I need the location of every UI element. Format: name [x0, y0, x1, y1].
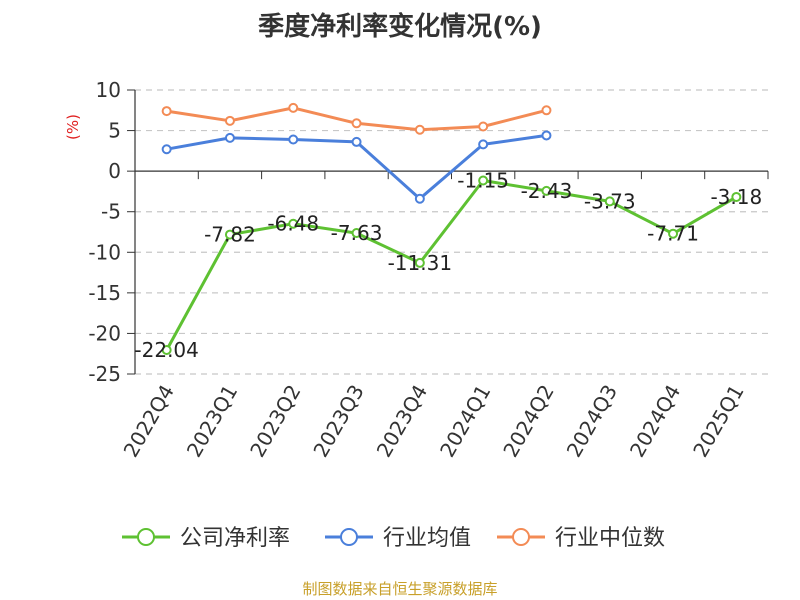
data-point: [224, 115, 235, 126]
source-footer: 制图数据来自恒生聚源数据库: [302, 580, 498, 598]
data-point: [478, 121, 489, 132]
legend-marker: [137, 528, 155, 546]
data-point: [224, 229, 235, 240]
legend: 公司净利率 行业均值 行业中位数: [122, 526, 665, 551]
series-layer: [161, 102, 742, 355]
data-point: [288, 102, 299, 113]
y-tick-label: -5: [101, 200, 121, 224]
data-point: [731, 191, 742, 202]
chart-title: 季度净利率变化情况(%): [258, 12, 542, 42]
x-tick-label: 2024Q2: [498, 381, 558, 462]
data-point: [161, 344, 172, 355]
data-point: [161, 144, 172, 155]
data-point: [161, 106, 172, 117]
data-point: [414, 124, 425, 135]
data-point: [351, 228, 362, 239]
x-tick-label: 2024Q4: [625, 381, 685, 462]
legend-marker: [512, 528, 530, 546]
data-point: [414, 257, 425, 268]
x-tick-label: 2022Q4: [119, 381, 179, 462]
data-point: [668, 228, 679, 239]
legend-item-label: 公司净利率: [180, 526, 290, 551]
data-point: [478, 175, 489, 186]
data-point: [288, 218, 299, 229]
x-tick-label: 2023Q4: [372, 381, 432, 462]
y-tick-label: 10: [96, 78, 121, 102]
x-tick-label: 2023Q3: [308, 381, 368, 462]
data-label: -6.48: [267, 212, 319, 236]
y-tick-label: -25: [88, 362, 121, 386]
data-point: [541, 105, 552, 116]
x-tick-label: 2024Q1: [435, 381, 495, 462]
x-tick-label: 2025Q1: [688, 381, 748, 462]
data-point: [604, 196, 615, 207]
legend-item-label: 行业均值: [383, 526, 471, 551]
data-label: -2.43: [521, 179, 573, 203]
data-point: [351, 118, 362, 129]
y-axis-label: (%): [64, 114, 82, 140]
legend-item-label: 行业中位数: [555, 526, 665, 551]
data-label: -11.31: [388, 251, 452, 275]
x-tick-label: 2024Q3: [562, 381, 622, 462]
data-label: -1.15: [457, 168, 509, 192]
y-tick-label: -15: [88, 281, 121, 305]
data-label: -3.73: [584, 189, 636, 213]
data-label: -22.04: [134, 338, 198, 362]
data-label: -7.63: [331, 221, 383, 245]
y-tick-label: 5: [108, 119, 121, 143]
data-point: [414, 193, 425, 204]
y-tick-label: 0: [108, 159, 121, 183]
data-point: [224, 132, 235, 143]
y-tick-label: -20: [88, 321, 121, 345]
data-label: -3.18: [710, 185, 762, 209]
data-point: [478, 139, 489, 150]
y-tick-label: -10: [88, 240, 121, 264]
data-point: [541, 185, 552, 196]
data-point: [288, 134, 299, 145]
series-line: [165, 179, 738, 351]
data-labels: -22.04 -7.82 -6.48 -7.63-11.31 -1.15 -2.43 -3.…: [134, 168, 762, 362]
data-point: [541, 130, 552, 141]
data-point: [351, 136, 362, 147]
legend-marker: [340, 528, 358, 546]
data-label: -7.71: [647, 222, 699, 246]
x-tick-label: 2023Q1: [182, 381, 242, 462]
data-label: -7.82: [204, 223, 256, 247]
x-tick-label: 2023Q2: [245, 381, 305, 462]
